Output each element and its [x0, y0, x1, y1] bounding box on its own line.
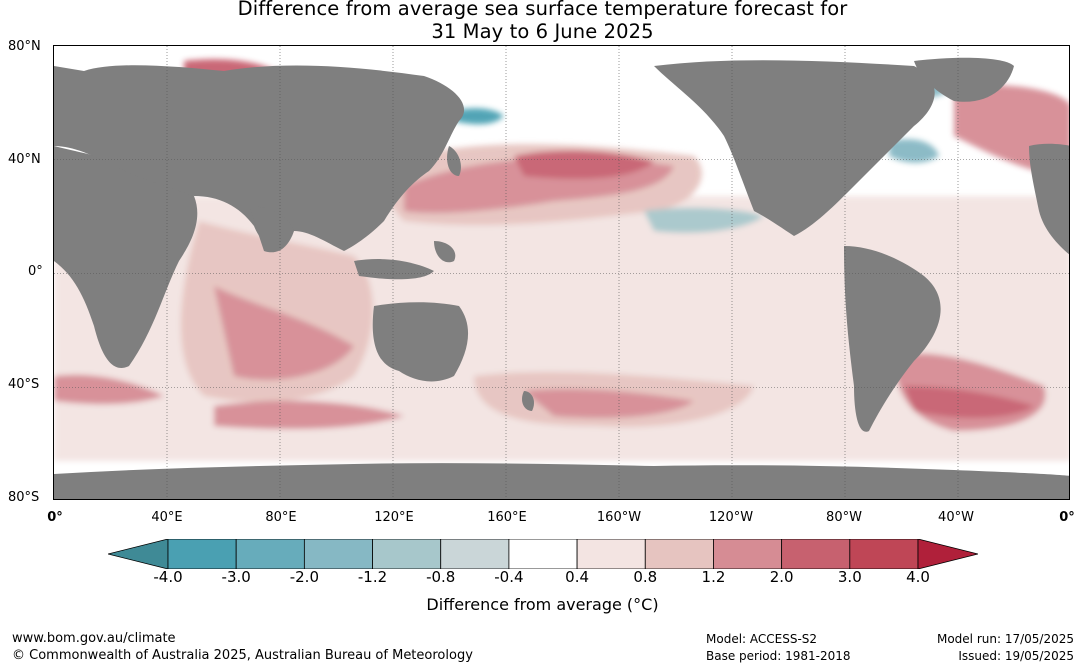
lon-label-80w: 80°W [826, 510, 862, 525]
colorbar-bin [235, 538, 305, 570]
land-india [249, 206, 294, 253]
land-philippines [434, 241, 456, 263]
lon-label-0-right: 0° [1059, 510, 1075, 525]
title-line-2: 31 May to 6 June 2025 [431, 20, 654, 43]
land-europe-africa-east-edge [1029, 143, 1069, 255]
footer-base-period: Base period: 1981-2018 [706, 649, 851, 663]
footer-right: Model run: 17/05/2025 Issued: 19/05/2025 [937, 631, 1074, 665]
colorbar-bin [713, 538, 783, 570]
lon-label-160e: 160°E [487, 510, 527, 525]
colorbar-tick-label: -1.2 [357, 568, 388, 586]
lon-label-40e: 40°E [151, 510, 183, 525]
colorbar-tick-label: -3.0 [221, 568, 251, 586]
land-north-america [654, 60, 935, 236]
colorbar-extend-low [107, 538, 169, 570]
map-title: Difference from average sea surface temp… [0, 0, 1085, 43]
anomaly-region-south-indian-warm [54, 374, 164, 405]
sst-anomaly-map [53, 45, 1070, 500]
colorbar-tick-label: 0.8 [633, 568, 658, 586]
colorbar-tick-label: -4.0 [153, 568, 183, 586]
lat-label-80s: 80°S [8, 490, 40, 505]
footer-model: Model: ACCESS-S2 [706, 632, 818, 646]
colorbar-bin [508, 538, 578, 570]
colorbar-tick-label: -2.0 [289, 568, 319, 586]
colorbar-tick-label: 1.2 [701, 568, 726, 586]
colorbar-bin [303, 538, 373, 570]
lat-label-40s: 40°S [8, 377, 40, 392]
anomaly-region-indian-ocean-warm [214, 286, 354, 380]
land-new-zealand [521, 391, 535, 411]
colorbar-tick-label: 3.0 [837, 568, 862, 586]
colorbar-bin [372, 538, 442, 570]
land-antarctica [54, 463, 1069, 499]
colorbar-label: Difference from average (°C) [426, 595, 659, 614]
colorbar-tick-label: 4.0 [906, 568, 930, 586]
colorbar-bin [440, 538, 510, 570]
land-japan [447, 146, 461, 176]
lat-label-80n: 80°N [8, 39, 41, 54]
colorbar-bin [167, 538, 237, 570]
anomaly-region-southern-ocean-warm [214, 400, 404, 429]
lon-label-40w: 40°W [938, 510, 974, 525]
colorbar-bin [849, 538, 919, 570]
land-eurasia [54, 65, 465, 251]
map-gridlines [54, 46, 1069, 499]
colorbar-extend-high [917, 538, 979, 570]
colorbar-svg [107, 538, 979, 570]
colorbar [107, 538, 979, 570]
lon-label-120w: 120°W [708, 510, 754, 525]
footer-issued: Issued: 19/05/2025 [958, 649, 1074, 663]
lon-label-80e: 80°E [265, 510, 297, 525]
anomaly-region-south-pacific-warm [524, 389, 694, 418]
land-masses [54, 57, 1069, 499]
lat-label-equator: 0° [28, 264, 43, 279]
footer-website: www.bom.gov.au/climate [12, 631, 176, 646]
anomaly-region-east-pacific-cool [644, 207, 764, 233]
anomaly-region-labrador-cool [889, 139, 939, 163]
land-indonesia [354, 259, 434, 280]
footer-copyright: © Commonwealth of Australia 2025, Austra… [12, 648, 473, 663]
map-svg [54, 46, 1069, 499]
anomaly-region-south-atlantic-hot [904, 386, 1034, 418]
lon-label-160w: 160°W [596, 510, 642, 525]
lon-label-120e: 120°E [374, 510, 414, 525]
colorbar-tick-label: -0.4 [494, 568, 524, 586]
colorbar-tick-label: -0.8 [426, 568, 456, 586]
anomaly-region-kuril-cool [454, 108, 504, 125]
colorbar-bin [644, 538, 714, 570]
colorbar-tick-label: 2.0 [769, 568, 794, 586]
lat-label-40n: 40°N [8, 152, 41, 167]
colorbar-bin [576, 538, 646, 570]
land-australia [372, 302, 469, 382]
colorbar-tick-label: 0.4 [565, 568, 590, 586]
lon-label-0-left: 0° [47, 510, 63, 525]
land-africa [54, 146, 198, 368]
footer-middle: Model: ACCESS-S2 Base period: 1981-2018 [706, 631, 851, 665]
footer-left: www.bom.gov.au/climate © Commonwealth of… [12, 630, 473, 664]
land-south-america [844, 246, 941, 432]
land-greenland [914, 57, 1014, 102]
title-line-1: Difference from average sea surface temp… [237, 0, 848, 20]
colorbar-bin [781, 538, 851, 570]
footer-model-run: Model run: 17/05/2025 [936, 632, 1074, 646]
